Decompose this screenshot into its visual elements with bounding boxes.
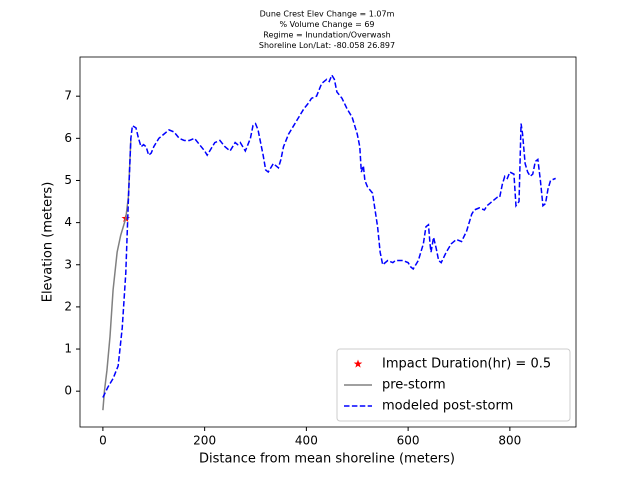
chart-title: Regime = Inundation/Overwash	[263, 31, 390, 40]
y-tick-label: 3	[64, 257, 72, 271]
y-tick-label: 6	[64, 131, 72, 145]
y-tick-label: 2	[64, 299, 72, 313]
x-tick-label: 0	[99, 434, 107, 448]
chart-title: Dune Crest Elev Change = 1.07m	[260, 10, 395, 19]
legend-label: Impact Duration(hr) = 0.5	[382, 357, 551, 372]
chart-title: Shoreline Lon/Lat: -80.058 26.897	[259, 41, 395, 50]
y-tick-label: 1	[64, 342, 72, 356]
x-tick-label: 200	[193, 434, 216, 448]
chart-title: % Volume Change = 69	[279, 20, 374, 29]
series-line	[102, 73, 556, 398]
y-tick-label: 4	[64, 215, 72, 229]
series-line	[102, 138, 132, 411]
x-axis-label: Distance from mean shoreline (meters)	[199, 452, 455, 467]
x-tick-label: 800	[498, 434, 521, 448]
legend-label: modeled post-storm	[382, 399, 513, 414]
y-tick-label: 7	[64, 89, 72, 103]
x-tick-label: 600	[397, 434, 420, 448]
legend-label: pre-storm	[382, 378, 446, 393]
legend-box	[336, 348, 571, 422]
y-tick-label: 0	[64, 384, 72, 398]
y-axis-label: Elevation (meters)	[41, 182, 56, 303]
x-tick-label: 400	[295, 434, 318, 448]
plot-frame	[79, 56, 577, 428]
y-tick-label: 5	[64, 173, 72, 187]
legend-marker	[353, 359, 363, 368]
